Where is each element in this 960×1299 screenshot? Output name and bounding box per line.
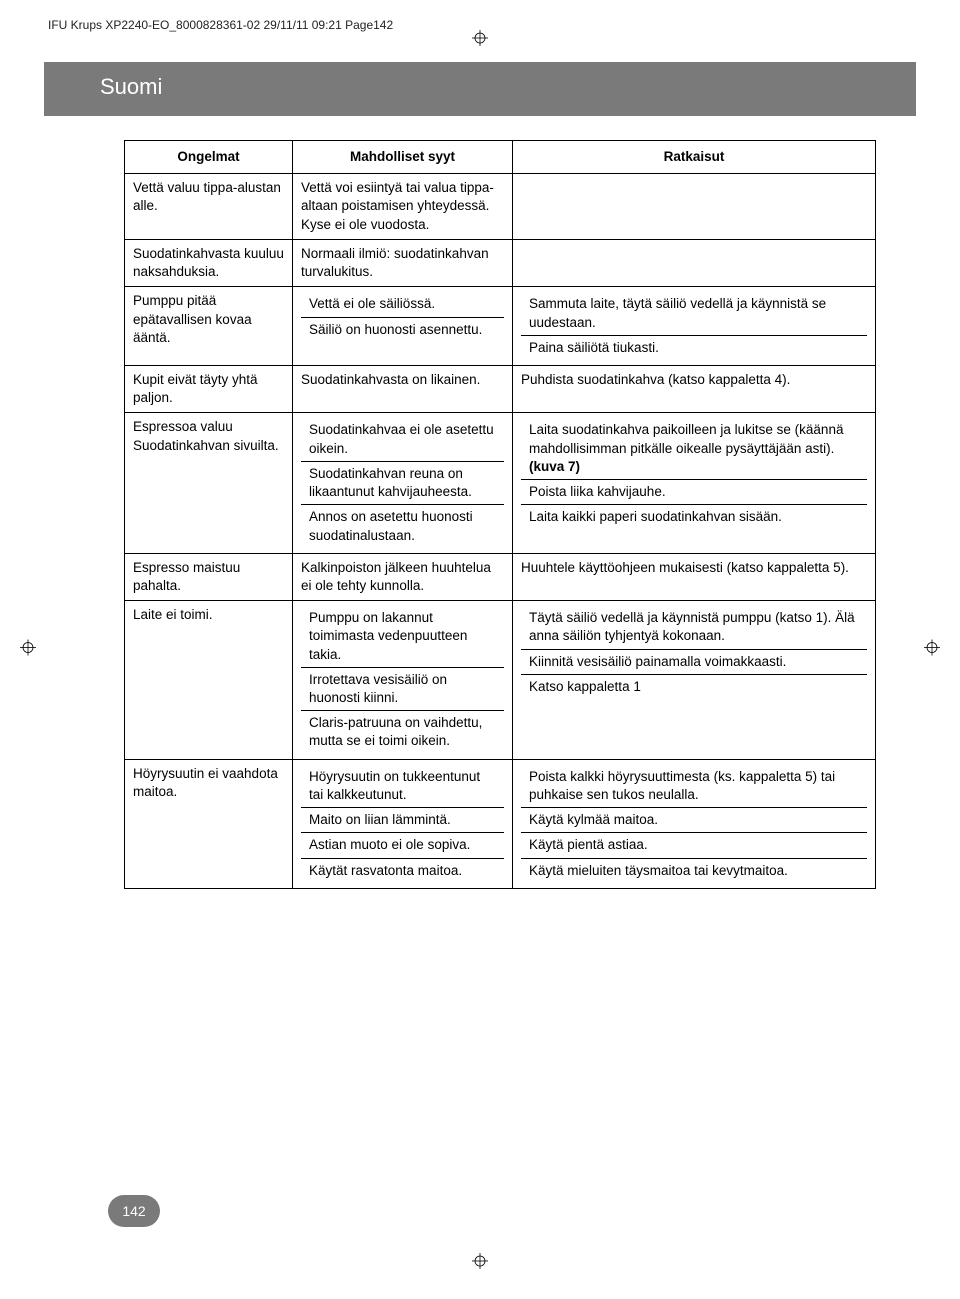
troubleshooting-table: Ongelmat Mahdolliset syyt Ratkaisut Vett… bbox=[124, 140, 876, 889]
doc-header-metadata: IFU Krups XP2240-EO_8000828361-02 29/11/… bbox=[48, 18, 393, 32]
table-row: Pumppu pitää epätavallisen kovaa ääntä.V… bbox=[125, 287, 876, 366]
cause-cell: Vettä voi esiintyä tai valua tippa-altaa… bbox=[293, 174, 513, 240]
table-row: Espressoa valuu Suodatinkahvan sivuilta.… bbox=[125, 413, 876, 553]
solution-cell: Huuhtele käyttöohjeen mukaisesti (katso … bbox=[513, 553, 876, 600]
problem-cell: Laite ei toimi. bbox=[125, 601, 293, 760]
section-header-bar: Suomi bbox=[44, 62, 916, 116]
main-content: Ongelmat Mahdolliset syyt Ratkaisut Vett… bbox=[124, 140, 876, 889]
col-header-causes: Mahdolliset syyt bbox=[293, 141, 513, 174]
solution-cell: Laita suodatinkahva paikoilleen ja lukit… bbox=[513, 413, 876, 553]
solution-cell: Poista kalkki höyrysuuttimesta (ks. kapp… bbox=[513, 759, 876, 888]
registration-mark-right bbox=[924, 639, 940, 660]
table-header-row: Ongelmat Mahdolliset syyt Ratkaisut bbox=[125, 141, 876, 174]
cause-cell: Suodatinkahvaa ei ole asetettu oikein.Su… bbox=[293, 413, 513, 553]
problem-cell: Pumppu pitää epätavallisen kovaa ääntä. bbox=[125, 287, 293, 366]
table-row: Kupit eivät täyty yhtä paljon.Suodatinka… bbox=[125, 365, 876, 412]
solution-cell: Puhdista suodatinkahva (katso kappaletta… bbox=[513, 365, 876, 412]
table-row: Laite ei toimi.Pumppu on lakannut toimim… bbox=[125, 601, 876, 760]
cause-cell: Pumppu on lakannut toimimasta vedenpuutt… bbox=[293, 601, 513, 760]
problem-cell: Suodatinkahvasta kuuluu naksahduksia. bbox=[125, 239, 293, 286]
solution-cell bbox=[513, 174, 876, 240]
problem-cell: Espresso maistuu pahalta. bbox=[125, 553, 293, 600]
solution-cell bbox=[513, 239, 876, 286]
table-row: Espresso maistuu pahalta.Kalkinpoiston j… bbox=[125, 553, 876, 600]
table-row: Suodatinkahvasta kuuluu naksahduksia.Nor… bbox=[125, 239, 876, 286]
problem-cell: Kupit eivät täyty yhtä paljon. bbox=[125, 365, 293, 412]
registration-mark-bottom bbox=[472, 1253, 488, 1269]
cause-cell: Höyrysuutin on tukkeentunut tai kalkkeut… bbox=[293, 759, 513, 888]
problem-cell: Espressoa valuu Suodatinkahvan sivuilta. bbox=[125, 413, 293, 553]
solution-cell: Sammuta laite, täytä säiliö vedellä ja k… bbox=[513, 287, 876, 366]
problem-cell: Vettä valuu tippa-alustan alle. bbox=[125, 174, 293, 240]
col-header-problems: Ongelmat bbox=[125, 141, 293, 174]
cause-cell: Suodatinkahvasta on likainen. bbox=[293, 365, 513, 412]
registration-mark-top bbox=[472, 30, 488, 46]
section-title: Suomi bbox=[100, 74, 162, 100]
table-row: Höyrysuutin ei vaahdota maitoa.Höyrysuut… bbox=[125, 759, 876, 888]
problem-cell: Höyrysuutin ei vaahdota maitoa. bbox=[125, 759, 293, 888]
cause-cell: Vettä ei ole säiliössä.Säiliö on huonost… bbox=[293, 287, 513, 366]
table-row: Vettä valuu tippa-alustan alle.Vettä voi… bbox=[125, 174, 876, 240]
cause-cell: Kalkinpoiston jälkeen huuhtelua ei ole t… bbox=[293, 553, 513, 600]
col-header-solutions: Ratkaisut bbox=[513, 141, 876, 174]
solution-cell: Täytä säiliö vedellä ja käynnistä pumppu… bbox=[513, 601, 876, 760]
registration-mark-left bbox=[20, 639, 36, 660]
cause-cell: Normaali ilmiö: suodatinkahvan turvaluki… bbox=[293, 239, 513, 286]
page-number-badge: 142 bbox=[108, 1195, 160, 1227]
